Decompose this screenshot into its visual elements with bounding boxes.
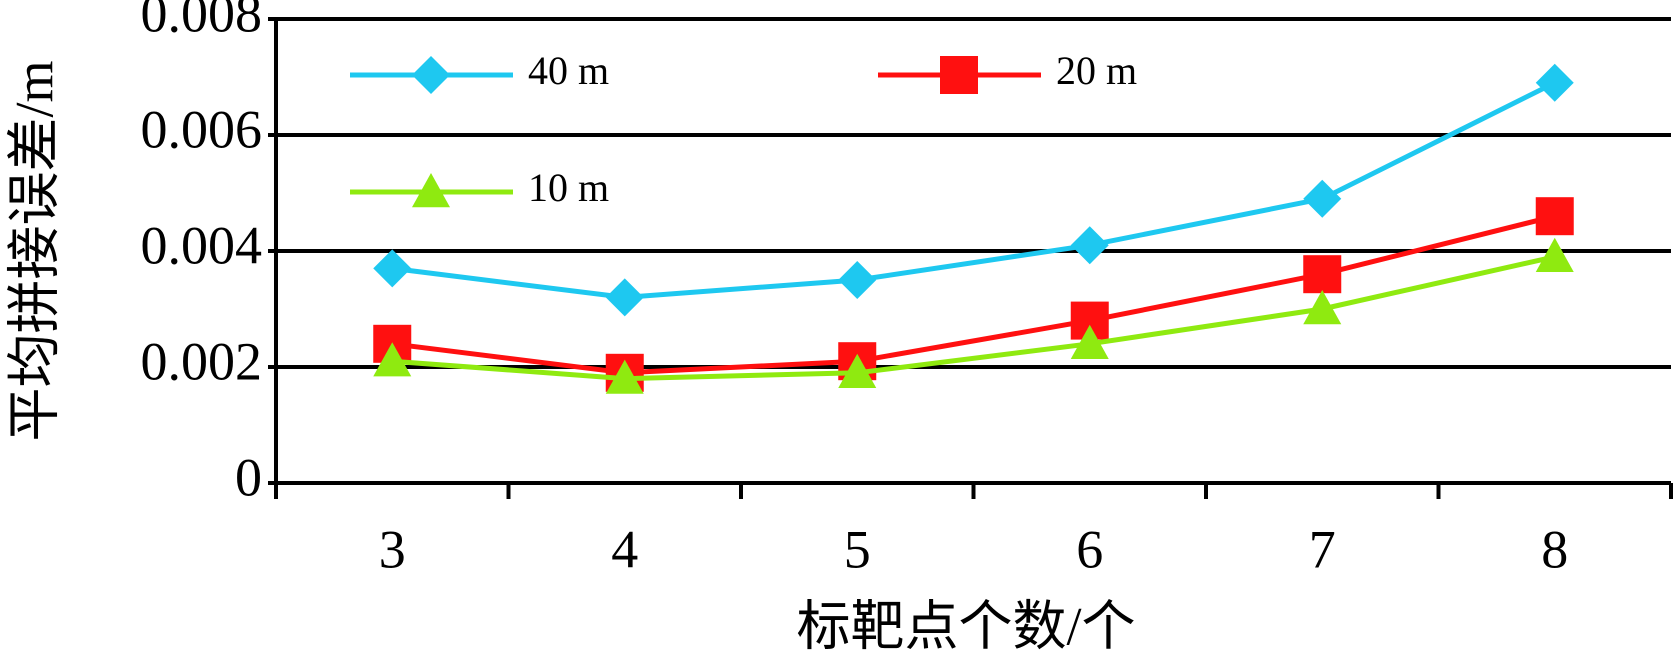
y-tick-label: 0.002	[141, 331, 263, 391]
y-tick-label: 0	[235, 447, 262, 507]
marker	[1535, 197, 1574, 236]
marker	[1070, 226, 1109, 265]
marker	[838, 261, 877, 299]
x-axis-title: 标靶点个数/个	[796, 596, 1135, 656]
x-tick-label: 5	[844, 519, 871, 579]
marker	[1303, 179, 1342, 218]
series-line	[392, 254, 1556, 382]
marker	[373, 342, 412, 377]
marker	[605, 278, 644, 317]
marker	[1303, 290, 1342, 325]
x-tick-label: 8	[1541, 519, 1568, 579]
y-tick-label: 0.004	[141, 215, 263, 275]
marker	[1070, 324, 1109, 359]
y-tick-label: 0.008	[141, 0, 263, 43]
y-axis-title: 平均拼接误差/m	[4, 60, 64, 441]
series-line	[391, 213, 1556, 376]
marker	[412, 56, 450, 94]
x-tick-label: 4	[611, 519, 638, 579]
y-tick-label: 0.006	[141, 99, 263, 159]
marker	[1535, 63, 1574, 102]
marker	[412, 173, 450, 208]
marker	[838, 353, 877, 388]
series-line	[391, 80, 1556, 300]
marker	[373, 249, 412, 288]
marker	[1303, 255, 1342, 294]
x-tick-label: 3	[379, 519, 406, 579]
x-tick-label: 6	[1076, 519, 1103, 579]
x-tick-label: 7	[1309, 519, 1336, 579]
marker	[1535, 237, 1574, 272]
marker	[605, 359, 644, 394]
marker	[940, 56, 978, 94]
legend-label: 10 m	[528, 165, 609, 210]
legend-label: 20 m	[1056, 48, 1137, 93]
legend-label: 40 m	[528, 48, 609, 93]
